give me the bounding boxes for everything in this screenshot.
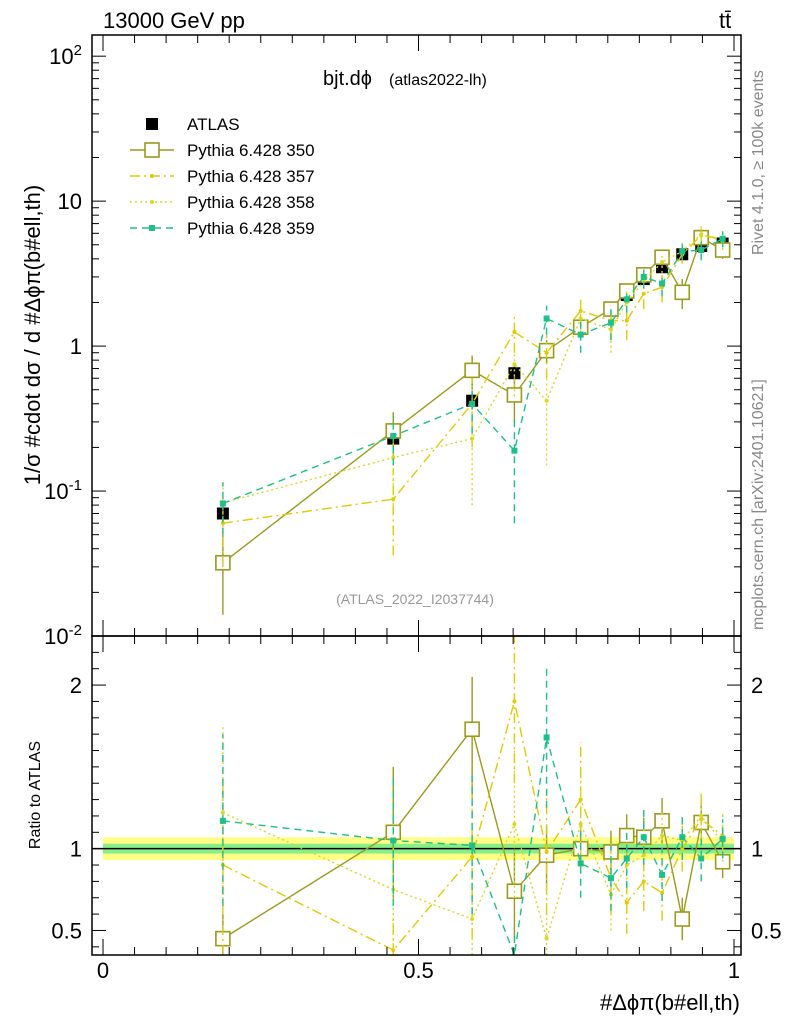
ratio-p350-point — [654, 813, 670, 829]
ratio-p358-point — [544, 936, 549, 941]
legend-label: Pythia 6.428 359 — [187, 219, 315, 238]
ratio-p359-point — [719, 835, 726, 842]
main-p350-point — [674, 284, 691, 301]
main-ytick-label: 10 — [58, 189, 82, 214]
main-p359-point — [679, 248, 686, 255]
ratio-p359-point — [659, 871, 666, 878]
ratio-ytick-label-right: 2 — [751, 673, 763, 698]
ratio-p357-point — [660, 890, 665, 895]
ratio-p359-point — [219, 817, 226, 824]
ratio-p359-point — [640, 834, 647, 841]
main-p358-point — [512, 362, 517, 367]
main-p359-point — [698, 247, 705, 254]
ratio-ytick-label-left: 0.5 — [51, 918, 82, 943]
ratio-p359-point — [390, 837, 397, 844]
ratio-p357-point — [470, 854, 475, 859]
ratio-p358-point — [624, 863, 629, 868]
legend-marker-p359 — [149, 225, 155, 231]
ratio-p359-point — [607, 875, 614, 882]
main-p359-point — [390, 432, 397, 439]
legend-label: Pythia 6.428 358 — [187, 193, 315, 212]
legend-marker-p357 — [150, 174, 154, 178]
ratio-ytick-label-right: 1 — [751, 837, 763, 862]
main-p357-point — [624, 318, 629, 323]
ratio-p357-point — [578, 797, 583, 802]
ratio-p358-point — [699, 813, 704, 818]
main-ylabel: 1/σ #cdot dσ / d #Δϕπ(b#ell,th) — [20, 185, 45, 486]
ratio-ytick-label-right: 0.5 — [751, 918, 782, 943]
main-p358-point — [641, 279, 646, 284]
main-p358-point — [578, 316, 583, 321]
ratio-frame — [91, 635, 742, 956]
main-p359-point — [469, 400, 476, 407]
ratio-p358-point — [578, 822, 583, 827]
main-p357-point — [512, 330, 517, 335]
ratio-p357-point — [544, 849, 549, 854]
ratio-p359-point — [469, 842, 476, 849]
ratio-p358-point — [660, 833, 665, 838]
ratio-ytick-label-left: 2 — [70, 673, 82, 698]
main-p358-point — [699, 232, 704, 237]
legend-label: Pythia 6.428 357 — [187, 167, 315, 186]
main-p359-point — [659, 280, 666, 287]
ratio-p359-point — [577, 860, 584, 867]
main-p358-point — [470, 436, 475, 441]
ratio-p357-point — [512, 699, 517, 704]
ratio-p357-point — [624, 900, 629, 905]
main-p359-point — [640, 273, 647, 280]
main-p358-point — [391, 455, 396, 460]
beam-label: 13000 GeV pp — [103, 8, 245, 33]
ratio-p358-point — [220, 810, 225, 815]
xtick-label: 0 — [97, 958, 109, 983]
rivet-label: Rivet 4.1.0, ≥ 100k events — [750, 70, 767, 255]
legend-marker-data — [146, 118, 158, 130]
plot-title: bjt.dϕ — [323, 68, 372, 90]
ratio-p358-point — [641, 853, 646, 858]
ratio-p357-point — [391, 948, 396, 953]
main-p359-point — [511, 447, 518, 454]
analysis-label: (ATLAS_2022_I2037744) — [336, 591, 494, 607]
main-p359-point — [623, 296, 630, 303]
ratio-p358-point — [512, 822, 517, 827]
ratio-p350-point — [674, 911, 691, 927]
main-ytick-label: 10-1 — [44, 477, 82, 504]
main-p358-point — [660, 260, 665, 265]
main-p359-point — [543, 315, 550, 322]
main-p350-point — [464, 362, 480, 379]
main-p359-point — [219, 500, 226, 507]
ratio-ylabel: Ratio to ATLAS — [27, 741, 44, 849]
main-p358-point — [608, 327, 613, 332]
ratio-p359-point — [543, 734, 550, 741]
ratio-p359-point — [679, 834, 686, 841]
process-label: tt̄ — [719, 8, 731, 33]
main-p359-point — [607, 319, 614, 326]
ratio-p350-point — [464, 721, 480, 738]
ratio-p359-point — [623, 855, 630, 862]
main-ytick-label: 10-2 — [44, 622, 82, 649]
ratio-p358-point — [470, 917, 475, 922]
plot-subtitle: (atlas2022-lh) — [389, 72, 487, 89]
main-p357-point — [544, 350, 549, 355]
ratio-ytick-label-left: 1 — [70, 837, 82, 862]
main-p359-point — [719, 235, 726, 242]
legend-label: Pythia 6.428 350 — [187, 141, 315, 160]
main-ytick-label: 102 — [49, 42, 82, 69]
ratio-xlabel: #Δϕπ(b#ell,th) — [600, 990, 740, 1015]
legend-marker-p358 — [150, 200, 154, 204]
xtick-label: 0.5 — [403, 958, 434, 983]
xtick-label: 1 — [728, 958, 740, 983]
main-p359-point — [577, 331, 584, 338]
ratio-p359-point — [698, 855, 705, 862]
mcplots-label: mcplots.cern.ch [arXiv:2401.10621] — [750, 379, 767, 630]
main-p358-point — [544, 398, 549, 403]
legend-label: ATLAS — [187, 115, 240, 134]
main-ytick-label: 1 — [70, 334, 82, 359]
legend-marker-p350 — [144, 142, 160, 158]
